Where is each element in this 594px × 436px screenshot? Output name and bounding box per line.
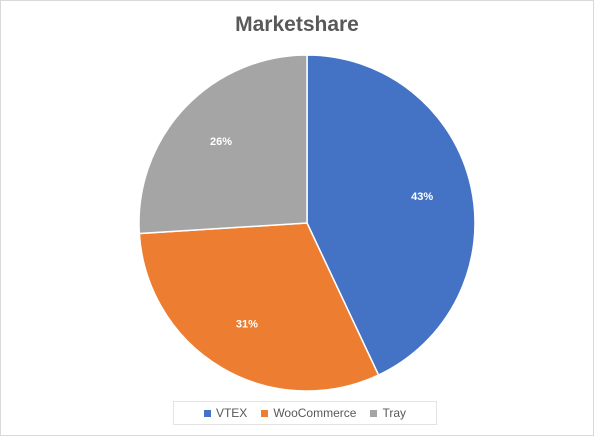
legend: VTEX WooCommerce Tray xyxy=(173,401,437,425)
pie-slice-woocommerce xyxy=(138,222,380,392)
legend-swatch-vtex xyxy=(203,409,211,417)
legend-label-woocommerce: WooCommerce xyxy=(273,406,357,420)
pie-slices xyxy=(138,54,476,392)
data-label-vtex: 43% xyxy=(411,191,433,203)
pie-slice-tray xyxy=(138,54,308,235)
pie-data-labels: 43% 31% 26% xyxy=(210,136,433,330)
chart-title: Marketshare xyxy=(235,13,359,36)
legend-swatch-woocommerce xyxy=(261,409,269,417)
legend-item-woocommerce: WooCommerce xyxy=(261,406,356,420)
data-label-tray: 26% xyxy=(210,136,232,148)
legend-label-vtex: VTEX xyxy=(215,406,248,420)
data-label-woocommerce: 31% xyxy=(236,318,258,330)
legend-item-vtex: VTEX xyxy=(203,406,248,420)
legend-item-tray: Tray xyxy=(370,406,406,420)
legend-swatch-tray xyxy=(370,409,378,417)
legend-label-tray: Tray xyxy=(382,406,407,420)
pie-slice-vtex xyxy=(306,54,476,377)
